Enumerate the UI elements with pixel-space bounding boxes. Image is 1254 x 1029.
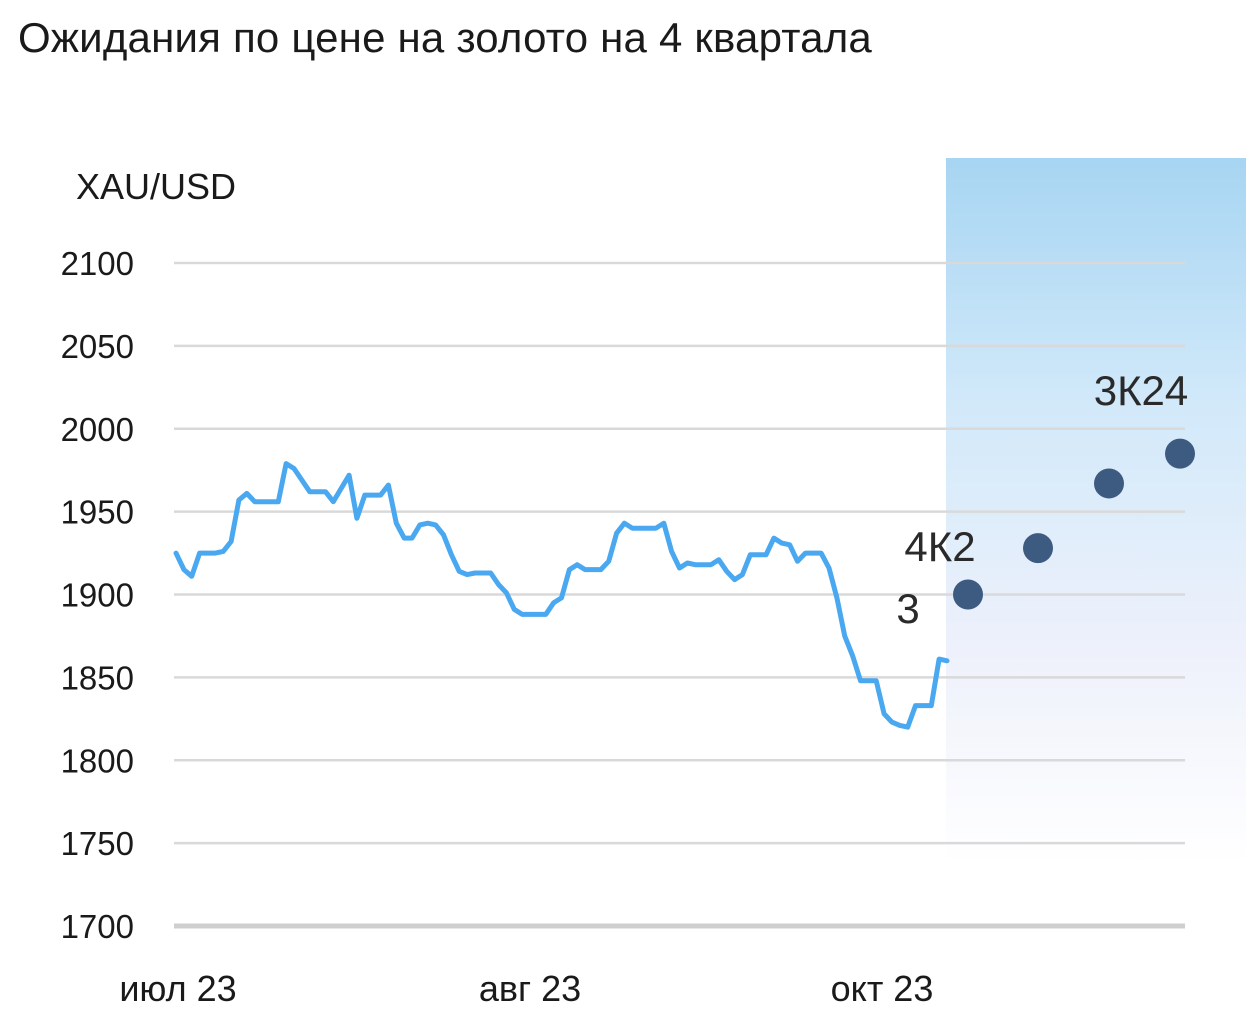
y-tick-1800: 1800: [61, 742, 134, 779]
price-line-series: [173, 461, 950, 730]
forecast-label-4k23: 4К2 3: [896, 523, 975, 632]
y-tick-2100: 2100: [61, 245, 134, 282]
y-tick-1700: 1700: [61, 908, 134, 945]
forecast-point: [953, 579, 983, 610]
grid-lines: [174, 261, 1185, 929]
forecast-points: 4К2 3 3К24: [896, 367, 1195, 632]
x-tick-label: июл 23: [119, 968, 236, 1009]
forecast-point: [1023, 533, 1053, 564]
y-tick-labels: 2100 2050 2000 1950 1900 1850 1800 1750 1700: [61, 245, 134, 945]
y-axis-label: XAU/USD: [76, 166, 237, 207]
y-tick-1950: 1950: [61, 494, 134, 531]
y-tick-2000: 2000: [61, 411, 134, 448]
y-tick-1900: 1900: [61, 577, 134, 614]
forecast-point: [1165, 438, 1195, 469]
x-tick-labels: июл 23 авг 23 окт 23: [119, 968, 933, 1009]
y-tick-2050: 2050: [61, 328, 134, 365]
x-tick-label: окт 23: [831, 968, 934, 1009]
x-tick-label: авг 23: [479, 968, 581, 1009]
forecast-label-3k24: 3К24: [1094, 367, 1189, 414]
forecast-point: [1094, 468, 1124, 499]
y-tick-1850: 1850: [61, 659, 134, 696]
y-tick-1750: 1750: [61, 825, 134, 862]
chart-title: Ожидания по цене на золото на 4 квартала: [18, 14, 872, 61]
